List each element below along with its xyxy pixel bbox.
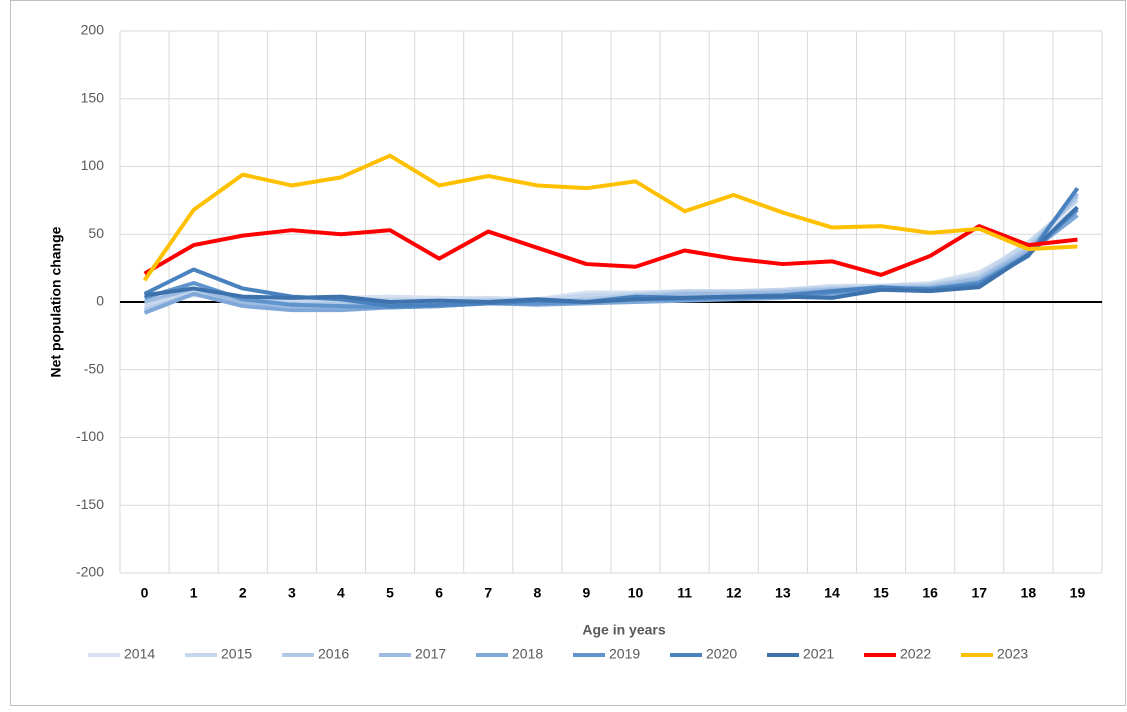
y-tick-label: -50: [84, 360, 104, 376]
y-tick-label: -100: [76, 428, 104, 444]
x-tick-label: 1: [190, 585, 198, 601]
x-tick-label: 8: [533, 585, 541, 601]
x-tick-label: 4: [337, 585, 345, 601]
x-tick-label: 11: [677, 585, 692, 601]
legend-label: 2022: [900, 646, 931, 662]
x-tick-label: 6: [435, 585, 443, 601]
series-line: [142, 153, 1078, 282]
x-tick-label: 19: [1070, 585, 1086, 601]
x-tick-label: 3: [288, 585, 296, 601]
x-tick-label: 12: [726, 585, 742, 601]
x-tick-label: 5: [386, 585, 394, 601]
legend-label: 2023: [997, 646, 1028, 662]
y-tick-label: 200: [81, 22, 105, 38]
x-tick-label: 16: [922, 585, 938, 601]
x-tick-label: 0: [141, 585, 149, 601]
y-tick-label: -150: [76, 496, 104, 512]
x-tick-label: 7: [484, 585, 492, 601]
legend-label: 2015: [221, 646, 252, 662]
chart-frame: [10, 0, 1126, 706]
y-axis-label: Net population change: [48, 226, 64, 377]
legend-label: 2021: [803, 646, 834, 662]
x-axis-label: Age in years: [582, 622, 665, 638]
legend-label: 2020: [706, 646, 737, 662]
y-tick-label: 100: [81, 157, 105, 173]
legend-label: 2019: [609, 646, 640, 662]
legend-label: 2014: [124, 646, 155, 662]
x-tick-label: 9: [583, 585, 591, 601]
x-tick-label: 18: [1021, 585, 1037, 601]
x-tick-label: 10: [628, 585, 644, 601]
x-tick-label: 17: [971, 585, 987, 601]
x-tick-label: 2: [239, 585, 247, 601]
x-tick-label: 13: [775, 585, 791, 601]
legend-label: 2017: [415, 646, 446, 662]
y-tick-label: 50: [88, 225, 104, 241]
x-tick-label: 15: [873, 585, 889, 601]
y-tick-label: 150: [81, 89, 105, 105]
y-tick-label: -200: [76, 564, 104, 580]
x-tick-label: 14: [824, 585, 840, 601]
series-line: [144, 205, 1079, 304]
series-line: [143, 224, 1078, 277]
legend-label: 2018: [512, 646, 543, 662]
legend-label: 2016: [318, 646, 349, 662]
y-tick-label: 0: [96, 293, 104, 309]
